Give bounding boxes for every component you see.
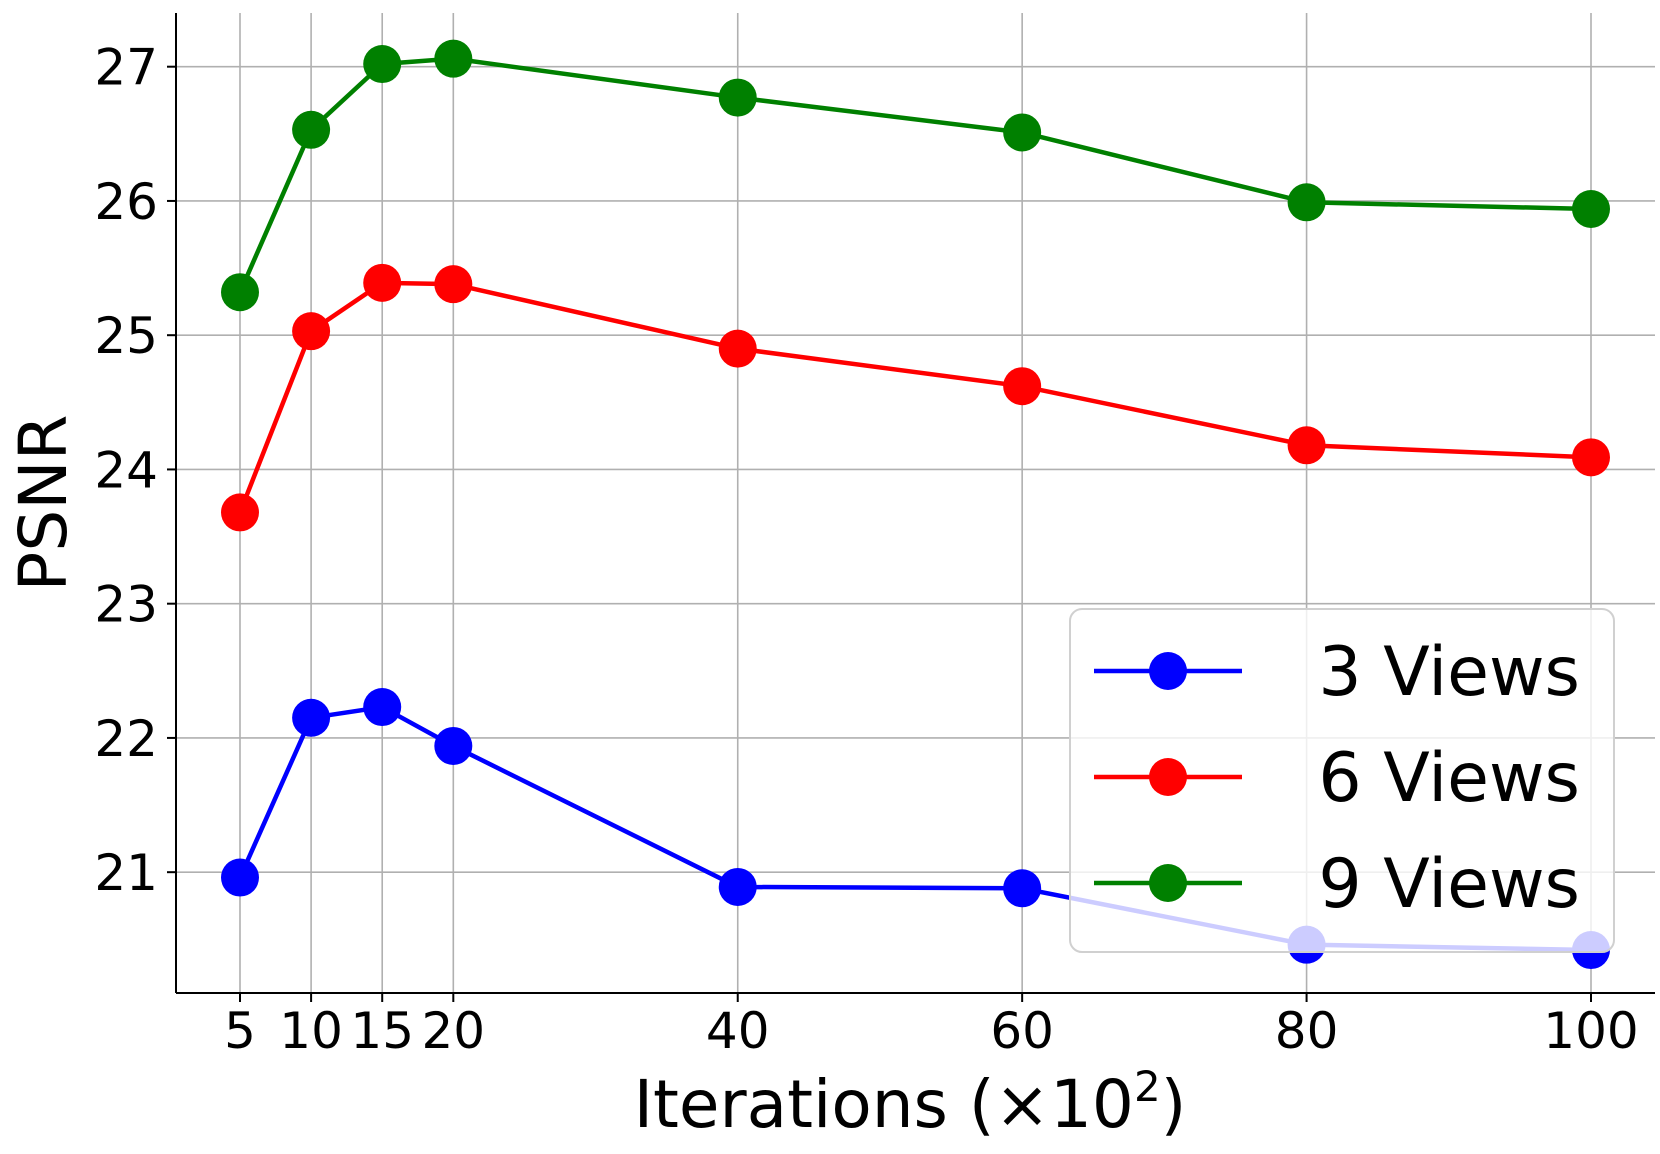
x-tick-label-5: 5 bbox=[224, 1002, 256, 1060]
tick-labels: 5 10 15 20 40 60 80 100 21 22 23 24 25 26 27 bbox=[94, 39, 1638, 1060]
legend-marker-6-views bbox=[1149, 758, 1187, 796]
y-tick-label-23: 23 bbox=[94, 576, 158, 634]
data-point-9-views-40 bbox=[718, 78, 757, 117]
data-point-6-views-40 bbox=[718, 329, 757, 368]
x-tick-label-20: 20 bbox=[422, 1002, 486, 1060]
data-point-9-views-20 bbox=[434, 39, 473, 78]
series-line-9-views bbox=[237, 56, 1592, 294]
series-9-views bbox=[220, 39, 1611, 312]
data-point-3-views-10 bbox=[292, 698, 331, 737]
data-point-9-views-15 bbox=[363, 45, 402, 84]
x-axis-title-superscript: 2 bbox=[1134, 1062, 1161, 1111]
legend-marker-3-views bbox=[1149, 652, 1187, 690]
y-tick-label-24: 24 bbox=[94, 441, 158, 499]
legend: 3 Views 6 Views 9 Views bbox=[1069, 608, 1615, 953]
legend-label-3-views: 3 Views bbox=[1318, 633, 1580, 712]
data-point-6-views-80 bbox=[1287, 426, 1326, 465]
data-point-3-views-40 bbox=[718, 867, 757, 906]
x-tick-label-80: 80 bbox=[1275, 1002, 1339, 1060]
axes bbox=[175, 13, 1655, 994]
data-point-3-views-60 bbox=[1003, 869, 1042, 908]
x-tick-label-40: 40 bbox=[706, 1002, 770, 1060]
legend-marker-9-views bbox=[1149, 864, 1187, 902]
data-point-6-views-5 bbox=[220, 493, 259, 532]
y-tick-label-21: 21 bbox=[94, 844, 158, 902]
data-point-3-views-20 bbox=[434, 726, 473, 765]
data-point-3-views-5 bbox=[220, 858, 259, 897]
data-point-9-views-60 bbox=[1003, 113, 1042, 152]
x-tick-label-60: 60 bbox=[990, 1002, 1054, 1060]
x-axis-title: Iterations (×102) bbox=[634, 1062, 1187, 1143]
data-point-9-views-10 bbox=[292, 110, 331, 149]
x-tick-label-100: 100 bbox=[1543, 1002, 1638, 1060]
y-tick-label-27: 27 bbox=[94, 39, 158, 97]
grid bbox=[176, 13, 1655, 993]
y-tick-label-25: 25 bbox=[94, 307, 158, 365]
data-point-3-views-15 bbox=[363, 688, 402, 727]
legend-label-6-views: 6 Views bbox=[1318, 739, 1580, 818]
x-tick-label-15: 15 bbox=[350, 1002, 414, 1060]
y-tick-label-22: 22 bbox=[94, 710, 158, 768]
y-axis-title: PSNR bbox=[5, 415, 82, 592]
data-point-9-views-100 bbox=[1572, 190, 1611, 228]
series-line-6-views bbox=[237, 280, 1592, 514]
data-point-9-views-80 bbox=[1287, 183, 1326, 222]
x-axis-title-text: Iterations (×10 bbox=[634, 1066, 1134, 1143]
legend-label-9-views: 9 Views bbox=[1318, 845, 1580, 924]
series-6-views bbox=[220, 263, 1611, 532]
data-point-6-views-100 bbox=[1572, 438, 1611, 477]
data-point-9-views-5 bbox=[220, 273, 259, 312]
data-point-6-views-20 bbox=[434, 265, 473, 304]
y-tick-label-26: 26 bbox=[94, 173, 158, 231]
x-axis-title-suffix: ) bbox=[1161, 1066, 1187, 1143]
data-point-6-views-10 bbox=[292, 312, 331, 351]
legend-box bbox=[1069, 608, 1615, 953]
data-point-6-views-15 bbox=[363, 263, 402, 302]
x-tick-label-10: 10 bbox=[279, 1002, 343, 1060]
data-point-6-views-60 bbox=[1003, 367, 1042, 406]
